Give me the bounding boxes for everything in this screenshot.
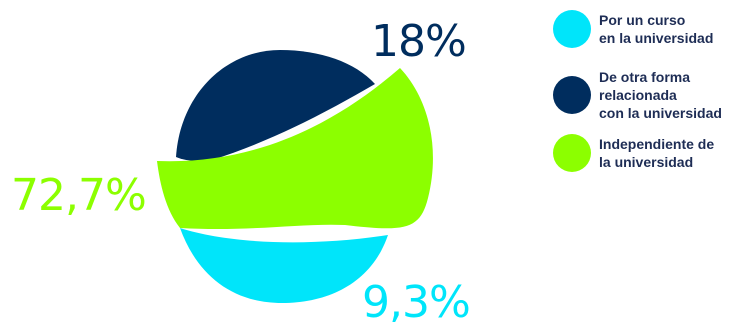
slice-value-label-por-un-curso: 9,3%	[362, 277, 471, 328]
legend-item-de-otra-forma: De otra forma relacionada con la univers…	[553, 68, 738, 122]
legend-swatch-green	[553, 134, 591, 172]
slice-de-otra-forma	[176, 50, 375, 161]
legend-label: Independiente de la universidad	[599, 136, 715, 170]
slice-por-un-curso	[180, 228, 388, 303]
slice-independiente	[157, 68, 433, 230]
legend-item-por-un-curso: Por un curso en la universidad	[553, 10, 738, 48]
legend: Por un curso en la universidad De otra f…	[553, 10, 738, 172]
slice-value-label-de-otra-forma: 18%	[371, 16, 467, 67]
legend-swatch-cyan	[553, 10, 591, 48]
legend-swatch-navy	[553, 76, 591, 114]
slice-value-label-independiente: 72,7%	[11, 170, 147, 221]
legend-label: Por un curso en la universidad	[599, 12, 714, 46]
legend-label: De otra forma relacionada con la univers…	[599, 69, 722, 121]
legend-item-independiente: Independiente de la universidad	[553, 134, 738, 172]
